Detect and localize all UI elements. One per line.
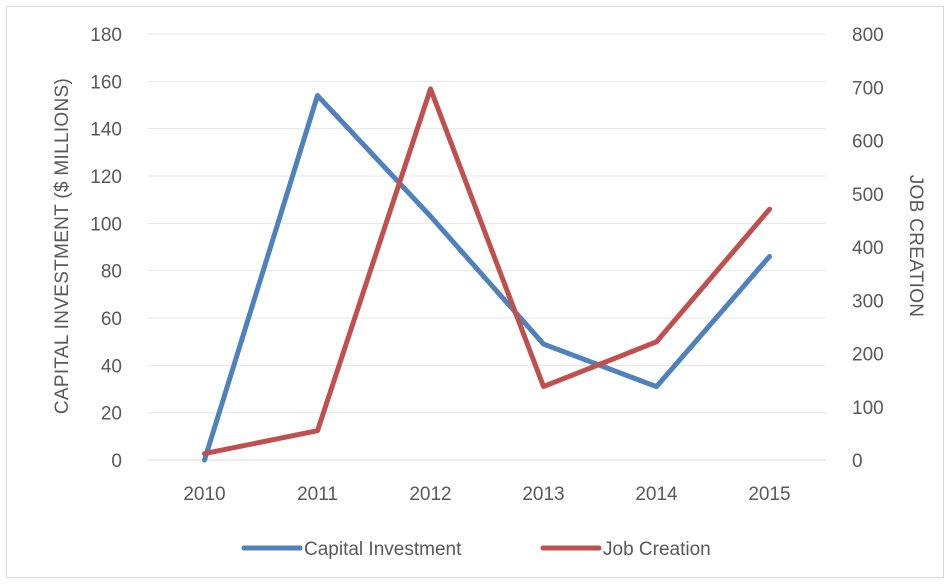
series-line-job-creation <box>202 86 772 457</box>
right-axis-ticks: 0 100 200 300 400 500 600 700 800 <box>852 25 884 472</box>
chart-frame <box>6 6 944 578</box>
gridlines <box>148 33 826 461</box>
left-axis-title: CAPITAL INVESTMENT ($ MILLIONS) <box>52 78 73 414</box>
right-tick-label: 500 <box>852 185 884 206</box>
right-tick-label: 200 <box>852 345 884 366</box>
left-axis-ticks: 0 20 40 60 80 100 120 140 160 180 <box>90 25 122 472</box>
legend-label-job-creation: Job Creation <box>603 539 711 560</box>
left-tick-label: 80 <box>101 262 122 283</box>
x-tick-label: 2014 <box>635 484 678 505</box>
x-tick-label: 2013 <box>522 484 564 505</box>
series-lines <box>202 86 772 463</box>
right-tick-label: 100 <box>852 398 884 419</box>
legend-label-capital-investment: Capital Investment <box>304 539 462 560</box>
left-tick-label: 40 <box>101 356 122 377</box>
left-tick-label: 140 <box>90 120 122 141</box>
x-tick-label: 2010 <box>183 484 225 505</box>
left-tick-label: 100 <box>90 214 122 235</box>
left-tick-label: 0 <box>111 451 122 472</box>
left-tick-label: 180 <box>90 25 122 46</box>
x-tick-label: 2011 <box>297 484 338 505</box>
left-tick-label: 120 <box>90 167 122 188</box>
right-tick-label: 300 <box>852 291 884 312</box>
right-tick-label: 700 <box>852 78 884 99</box>
right-tick-label: 600 <box>852 132 884 153</box>
left-tick-label: 20 <box>101 404 122 425</box>
x-tick-label: 2012 <box>409 484 451 505</box>
x-axis-ticks: 2010 2011 2012 2013 2014 2015 <box>183 484 790 505</box>
right-tick-label: 400 <box>852 238 884 259</box>
right-tick-label: 0 <box>852 451 863 472</box>
x-tick-label: 2015 <box>748 484 790 505</box>
left-tick-label: 60 <box>101 309 122 330</box>
left-tick-label: 160 <box>90 72 122 93</box>
legend: Capital Investment Job Creation <box>241 539 711 560</box>
right-tick-label: 800 <box>852 25 884 46</box>
series-line-capital-investment <box>202 93 772 463</box>
right-axis-title: JOB CREATION <box>905 175 926 318</box>
